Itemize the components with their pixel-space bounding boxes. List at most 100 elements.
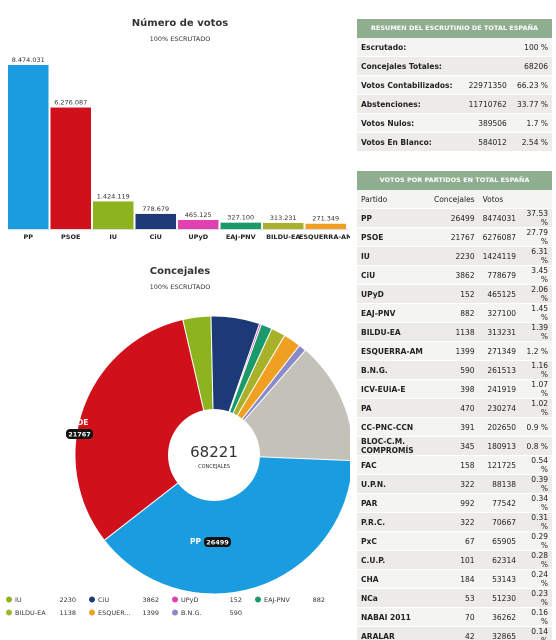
party-row: BILDU-EA 1138 313231 1.39 % xyxy=(357,322,552,342)
party-cell: 37.53 % xyxy=(520,208,552,228)
summary-cell: 68206 xyxy=(510,56,552,76)
party-cell: 398 xyxy=(429,379,479,399)
party-row: PxC 67 65905 0.29 % xyxy=(357,531,552,551)
party-cell: 3.45 % xyxy=(520,265,552,285)
party-row: CHA 184 53143 0.24 % xyxy=(357,569,552,589)
pie-hole xyxy=(168,409,260,501)
party-cell: 152 xyxy=(429,284,479,304)
bar xyxy=(263,222,304,229)
parties-panel: VOTOS POR PARTIDOS EN TOTAL ESPAÑA Parti… xyxy=(357,171,552,640)
party-row: UPyD 152 465125 2.06 % xyxy=(357,284,552,304)
party-row: B.N.G. 590 261513 1.16 % xyxy=(357,360,552,380)
party-cell: 42 xyxy=(429,626,479,640)
legend-swatch xyxy=(172,596,178,603)
party-row: CiU 3862 778679 3.45 % xyxy=(357,265,552,285)
party-row: PAR 992 77542 0.34 % xyxy=(357,493,552,513)
party-cell: ICV-EUiA-E xyxy=(357,379,430,399)
summary-cell: Votos En Blanco: xyxy=(357,132,463,152)
total-label: CONCEJALES xyxy=(198,464,230,470)
summary-cell: 1.7 % xyxy=(510,113,552,133)
summary-cell: Votos Nulos: xyxy=(357,113,463,133)
value-label: 6.276.087 xyxy=(54,99,87,107)
legend-label: IU xyxy=(15,596,22,604)
legend-label: CiU xyxy=(98,596,109,604)
party-cell: 0.24 % xyxy=(520,569,552,589)
summary-cell xyxy=(462,38,511,57)
party-cell: 8474031 xyxy=(478,208,520,228)
party-cell: C.U.P. xyxy=(357,550,430,570)
party-cell: 0.39 % xyxy=(520,474,552,494)
category-label: PSOE xyxy=(61,233,80,241)
party-row: CC-PNC-CCN 391 202650 0.9 % xyxy=(357,417,552,437)
chart-subtitle: 100% ESCRUTADO xyxy=(150,35,211,43)
summary-cell: 2.54 % xyxy=(510,132,552,152)
bar xyxy=(178,219,219,229)
party-cell: B.N.G. xyxy=(357,360,430,380)
party-cell: 26499 xyxy=(429,208,479,228)
party-cell: 322 xyxy=(429,512,479,532)
party-cell: 1.39 % xyxy=(520,322,552,342)
party-cell: 101 xyxy=(429,550,479,570)
party-cell: PxC xyxy=(357,531,430,551)
party-cell: 470 xyxy=(429,398,479,418)
slice-value: 21767 xyxy=(68,431,91,439)
party-cell: 241919 xyxy=(478,379,520,399)
legend-value: 1138 xyxy=(59,609,76,617)
party-cell: 327100 xyxy=(478,303,520,323)
party-row: P.R.C. 322 70667 0.31 % xyxy=(357,512,552,532)
party-cell: 391 xyxy=(429,417,479,437)
party-cell: 184 xyxy=(429,569,479,589)
legend-value: 152 xyxy=(230,596,242,604)
header-cell: Votos xyxy=(478,190,520,209)
legend-value: 882 xyxy=(313,596,325,604)
summary-cell xyxy=(462,56,511,76)
party-cell: 1.45 % xyxy=(520,303,552,323)
category-label: BILDU-EA xyxy=(266,233,300,241)
party-cell: BLOC-C.M. COMPROMÍS xyxy=(357,436,430,456)
legend-value: 1399 xyxy=(142,609,159,617)
summary-cell: 100 % xyxy=(510,38,552,57)
summary-table: Escrutado: 100 % Concejales Totales: 68206 V… xyxy=(357,38,552,152)
party-cell: 121725 xyxy=(478,455,520,475)
party-cell: 53143 xyxy=(478,569,520,589)
bar xyxy=(305,223,346,229)
party-cell: 0.31 % xyxy=(520,512,552,532)
party-cell: 1.16 % xyxy=(520,360,552,380)
summary-cell: 22971350 xyxy=(462,75,511,95)
charts: Número de votos 100% ESCRUTADO 8.474.031 PP… xyxy=(6,17,350,617)
party-cell: 0.28 % xyxy=(520,550,552,570)
header-row: Partido Concejales Votos xyxy=(357,190,552,209)
party-cell: CHA xyxy=(357,569,430,589)
bar xyxy=(8,65,49,229)
category-label: IU xyxy=(109,233,117,241)
slice-badge xyxy=(204,537,231,547)
party-cell: 1138 xyxy=(429,322,479,342)
summary-cell: 584012 xyxy=(462,132,511,152)
party-cell: 778679 xyxy=(478,265,520,285)
legend-swatch xyxy=(89,596,95,603)
party-cell: 992 xyxy=(429,493,479,513)
party-cell: 2.06 % xyxy=(520,284,552,304)
party-cell: 27.79 % xyxy=(520,227,552,247)
party-cell: 313231 xyxy=(478,322,520,342)
header-cell xyxy=(520,190,552,209)
party-cell: 465125 xyxy=(478,284,520,304)
category-label: EAJ-PNV xyxy=(226,233,256,241)
party-cell: 6.31 % xyxy=(520,246,552,266)
slice-label: PSOE xyxy=(66,418,88,427)
legend-swatch xyxy=(6,609,12,616)
party-cell: 32865 xyxy=(478,626,520,640)
legend-value: 3862 xyxy=(142,596,159,604)
party-cell: NCa xyxy=(357,588,430,608)
party-cell: 51230 xyxy=(478,588,520,608)
party-cell: 0.34 % xyxy=(520,493,552,513)
summary-cell: 11710762 xyxy=(462,94,511,114)
party-cell: PAR xyxy=(357,493,430,513)
slice-label: PP xyxy=(190,537,201,546)
party-cell: 0.29 % xyxy=(520,531,552,551)
value-label: 778.679 xyxy=(142,205,169,213)
bar xyxy=(220,222,261,229)
legend-label: B.N.G. xyxy=(181,609,202,617)
